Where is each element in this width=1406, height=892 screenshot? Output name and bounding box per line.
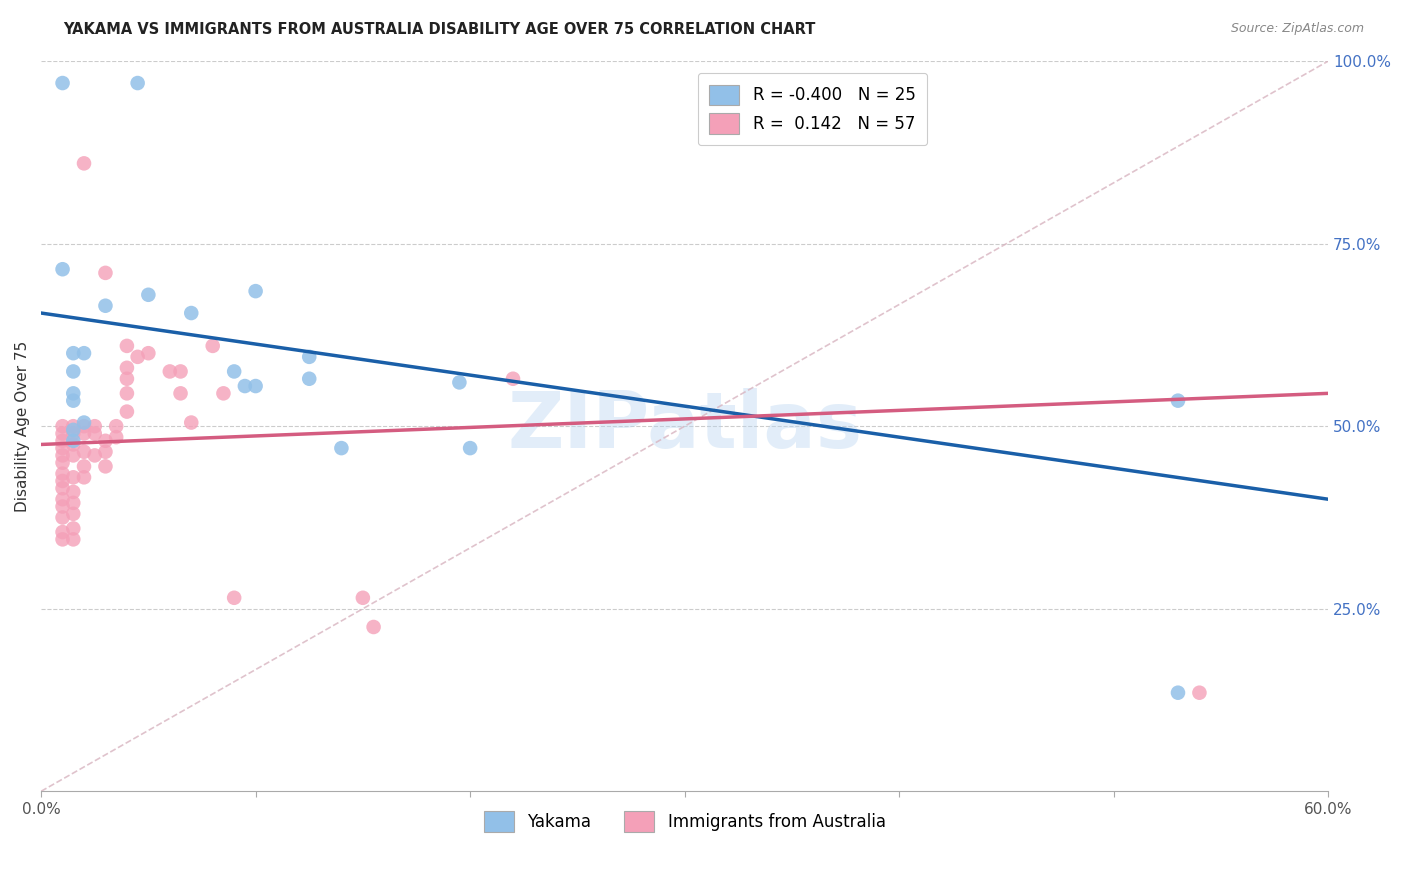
Point (105, 419, 128, 434)
Point (115, 339, 138, 353)
Point (169, 364, 191, 378)
Point (127, 76, 149, 90)
Point (51, 441, 73, 455)
Point (51, 449, 73, 463)
Point (138, 346, 160, 360)
Point (62, 449, 84, 463)
Point (1188, 686, 1211, 700)
Point (180, 416, 202, 430)
Point (115, 360, 138, 375)
Point (51, 492, 73, 507)
Legend: Yakama, Immigrants from Australia: Yakama, Immigrants from Australia (470, 798, 898, 845)
Point (51, 419, 73, 434)
Point (62, 533, 84, 547)
Point (51, 533, 73, 547)
Point (62, 484, 84, 499)
Y-axis label: Disability Age Over 75: Disability Age Over 75 (15, 341, 30, 512)
Point (73, 426, 96, 441)
Point (51, 434, 73, 448)
Point (83, 426, 105, 441)
Point (352, 591, 374, 605)
Point (51, 481, 73, 495)
Point (127, 350, 149, 364)
Point (363, 620, 385, 634)
Point (62, 346, 84, 360)
Point (83, 449, 105, 463)
Point (62, 393, 84, 408)
Point (51, 76, 73, 90)
Point (73, 156, 96, 170)
Point (180, 306, 202, 320)
Point (51, 426, 73, 441)
Point (62, 386, 84, 401)
Point (62, 496, 84, 510)
Point (245, 284, 267, 298)
Point (51, 262, 73, 277)
Point (330, 441, 353, 455)
Point (245, 379, 267, 393)
Point (62, 470, 84, 484)
Point (224, 591, 246, 605)
Point (115, 404, 138, 418)
Point (502, 372, 524, 386)
Point (94, 459, 117, 474)
Point (449, 376, 471, 390)
Point (73, 419, 96, 434)
Point (94, 434, 117, 448)
Point (51, 510, 73, 524)
Point (115, 386, 138, 401)
Point (169, 386, 191, 401)
Point (73, 444, 96, 458)
Point (51, 500, 73, 514)
Point (73, 416, 96, 430)
Point (1167, 686, 1189, 700)
Point (159, 364, 181, 378)
Point (138, 287, 160, 301)
Point (105, 430, 128, 444)
Point (51, 474, 73, 488)
Point (51, 467, 73, 481)
Point (73, 470, 96, 484)
Point (115, 372, 138, 386)
Point (224, 364, 246, 378)
Text: YAKAMA VS IMMIGRANTS FROM AUSTRALIA DISABILITY AGE OVER 75 CORRELATION CHART: YAKAMA VS IMMIGRANTS FROM AUSTRALIA DISA… (63, 22, 815, 37)
Point (62, 507, 84, 521)
Point (62, 437, 84, 451)
Point (62, 521, 84, 535)
Point (62, 364, 84, 378)
Point (51, 456, 73, 470)
Point (62, 419, 84, 434)
Point (233, 379, 256, 393)
Point (458, 441, 481, 455)
Point (94, 444, 117, 458)
Point (73, 459, 96, 474)
Point (94, 266, 117, 280)
Point (51, 524, 73, 539)
Point (94, 299, 117, 313)
Point (298, 350, 321, 364)
Point (1167, 393, 1189, 408)
Point (62, 434, 84, 448)
Text: Source: ZipAtlas.com: Source: ZipAtlas.com (1230, 22, 1364, 36)
Point (201, 339, 224, 353)
Point (62, 426, 84, 441)
Text: ZIPatlas: ZIPatlas (508, 388, 862, 464)
Point (73, 346, 96, 360)
Point (62, 423, 84, 437)
Point (83, 419, 105, 434)
Point (298, 372, 321, 386)
Point (212, 386, 235, 401)
